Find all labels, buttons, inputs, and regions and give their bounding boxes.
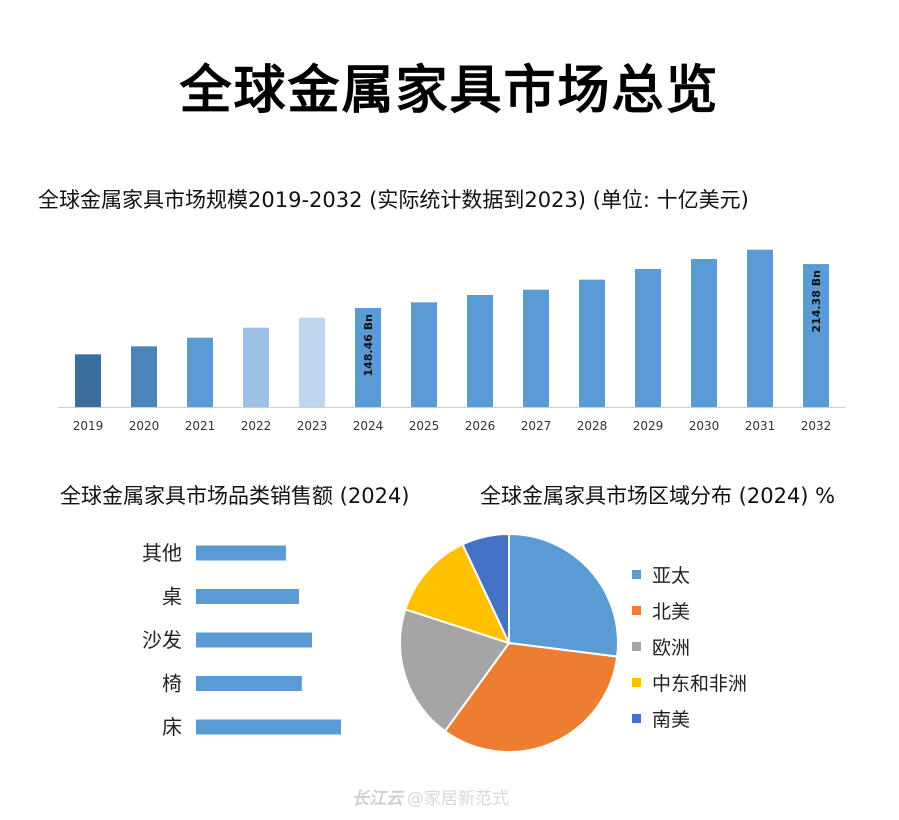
x-tick-label-2027: 2027 xyxy=(521,419,552,433)
pie-slice-1 xyxy=(443,641,619,753)
bar-2030 xyxy=(691,259,717,407)
x-tick-label-2023: 2023 xyxy=(297,419,328,433)
category-bar-0 xyxy=(196,545,286,561)
market-size-chart-title: 全球金属家具市场规模2019-2032 (实际统计数据到2023) (单位: 十… xyxy=(38,188,749,212)
pie-slice-2 xyxy=(399,608,511,733)
category-bar-2 xyxy=(196,632,312,648)
bar-2025 xyxy=(411,302,437,407)
bar-2022 xyxy=(243,327,269,407)
category-bar-3 xyxy=(196,676,302,691)
bar-2024 xyxy=(355,308,381,407)
bar-2021 xyxy=(187,337,213,407)
legend-swatch-4 xyxy=(632,714,641,723)
watermark-logo: 长江云 xyxy=(352,789,403,809)
x-tick-label-2025: 2025 xyxy=(409,419,440,433)
watermark-handle: @家居新范式 xyxy=(407,789,509,809)
data-label-2024: 148.46 Bn xyxy=(362,314,375,377)
category-bar-1 xyxy=(196,589,299,604)
x-tick-label-2022: 2022 xyxy=(241,419,272,433)
category-label-4: 床 xyxy=(162,715,182,739)
x-tick-label-2019: 2019 xyxy=(73,419,104,433)
x-tick-label-2024: 2024 xyxy=(353,419,384,433)
legend-label-4: 南美 xyxy=(652,709,690,731)
x-tick-label-2031: 2031 xyxy=(745,419,776,433)
legend-label-3: 中东和非洲 xyxy=(652,673,747,695)
x-tick-label-2028: 2028 xyxy=(577,419,608,433)
legend-label-1: 北美 xyxy=(652,601,690,623)
bar-2029 xyxy=(635,269,661,407)
bar-2026 xyxy=(467,295,493,407)
charts-canvas: 2019 2020 2021 2022 2023 2024 2025 2026 2027 2028… xyxy=(58,249,845,753)
category-sales-chart-title: 全球金属家具市场品类销售额 (2024) xyxy=(60,484,410,508)
region-share-chart-title: 全球金属家具市场区域分布 (2024) % xyxy=(480,484,836,508)
x-tick-label-2030: 2030 xyxy=(689,419,720,433)
legend-label-2: 欧洲 xyxy=(652,637,690,659)
pie-slice-3 xyxy=(404,543,511,645)
category-label-2: 沙发 xyxy=(142,628,182,652)
bar-2019 xyxy=(75,354,101,407)
bar-2020 xyxy=(131,346,157,407)
legend-swatch-2 xyxy=(632,642,641,651)
data-label-2032: 214.38 Bn xyxy=(810,270,823,333)
x-tick-label-2020: 2020 xyxy=(129,419,160,433)
page-title: 全球金属家具市场总览 xyxy=(179,61,720,121)
bar-2031 xyxy=(747,249,773,407)
pie-slice-0 xyxy=(508,532,619,658)
legend-swatch-3 xyxy=(632,678,641,687)
category-label-0: 其他 xyxy=(142,541,182,565)
category-label-1: 桌 xyxy=(162,585,182,609)
category-label-3: 椅 xyxy=(162,672,182,696)
x-tick-label-2032: 2032 xyxy=(801,419,832,433)
x-tick-label-2026: 2026 xyxy=(465,419,496,433)
x-tick-label-2029: 2029 xyxy=(633,419,664,433)
bar-2032 xyxy=(803,264,829,407)
watermark: 长江云 @家居新范式 xyxy=(352,784,509,809)
pie-slice-4 xyxy=(461,532,510,644)
legend-label-0: 亚太 xyxy=(652,565,690,587)
category-bar-4 xyxy=(196,719,341,735)
legend-swatch-1 xyxy=(632,606,641,615)
bar-2028 xyxy=(579,279,605,407)
x-tick-label-2021: 2021 xyxy=(185,419,216,433)
legend-swatch-0 xyxy=(632,570,641,579)
bar-2027 xyxy=(523,289,549,407)
bar-2023 xyxy=(299,317,325,407)
